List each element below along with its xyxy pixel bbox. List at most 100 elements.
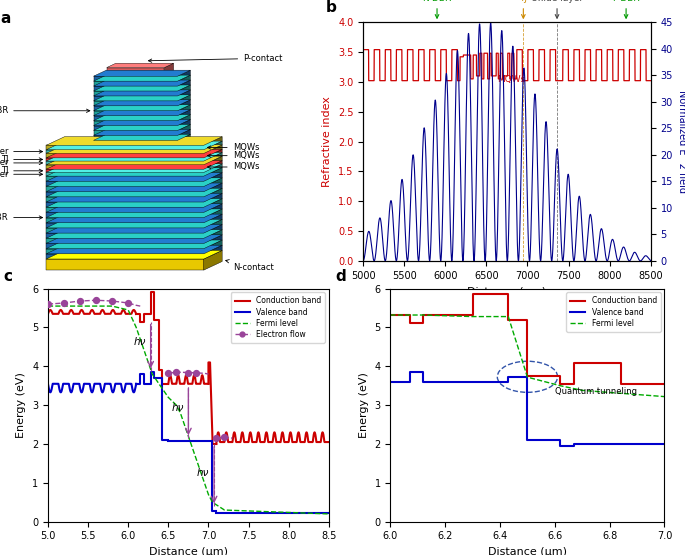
Text: Quantum tunneling: Quantum tunneling [555,387,637,396]
Polygon shape [46,178,222,186]
Polygon shape [46,186,204,191]
Polygon shape [46,249,204,254]
Text: a: a [1,11,11,26]
Polygon shape [204,141,222,153]
Polygon shape [46,161,204,165]
Polygon shape [46,202,204,207]
Point [58,299,69,307]
Polygon shape [46,219,222,228]
Polygon shape [204,160,222,173]
Polygon shape [204,209,222,223]
Polygon shape [204,188,222,202]
Polygon shape [46,173,222,181]
Polygon shape [93,91,177,96]
Polygon shape [46,259,204,270]
Polygon shape [46,153,204,158]
Polygon shape [93,120,177,125]
Polygon shape [46,245,222,254]
Point [107,296,118,305]
Polygon shape [204,173,222,186]
Polygon shape [204,168,222,181]
Polygon shape [177,70,190,81]
Polygon shape [46,204,222,213]
Polygon shape [46,150,204,153]
Polygon shape [204,204,222,218]
Polygon shape [46,193,222,202]
Polygon shape [93,70,190,76]
Polygon shape [177,124,190,135]
Text: c: c [3,269,12,284]
Polygon shape [46,214,222,223]
Polygon shape [93,105,190,111]
Polygon shape [177,134,190,145]
Polygon shape [46,223,204,228]
Polygon shape [46,209,222,218]
Polygon shape [204,219,222,233]
Polygon shape [177,129,190,140]
Polygon shape [46,169,204,173]
Y-axis label: Normalized E^2 field: Normalized E^2 field [677,90,685,193]
Polygon shape [46,149,222,158]
Polygon shape [93,100,190,106]
Polygon shape [46,168,222,176]
Polygon shape [93,76,177,81]
Polygon shape [93,106,177,111]
Polygon shape [46,153,222,161]
Polygon shape [93,140,177,145]
Text: P-DBR: P-DBR [612,0,640,18]
Polygon shape [204,183,222,197]
Text: TJ: TJ [519,0,527,18]
Polygon shape [46,165,204,169]
Polygon shape [204,240,222,254]
Polygon shape [164,63,173,76]
Polygon shape [46,160,222,169]
Polygon shape [93,125,177,130]
Point [90,296,101,305]
Text: d: d [336,269,347,284]
Polygon shape [177,80,190,91]
Polygon shape [46,183,222,191]
Y-axis label: Energy (eV): Energy (eV) [359,372,369,438]
Polygon shape [204,250,222,270]
Polygon shape [93,111,177,115]
Point [183,368,194,377]
Polygon shape [93,80,190,86]
Polygon shape [204,145,222,158]
Polygon shape [46,213,204,218]
Polygon shape [46,254,204,259]
Polygon shape [46,164,222,173]
Text: MQWs: MQWs [208,143,259,152]
Polygon shape [93,110,190,115]
Point [123,299,134,307]
Text: N-DBR: N-DBR [423,0,451,18]
Polygon shape [93,96,177,101]
Polygon shape [93,129,190,135]
X-axis label: Distance (μm): Distance (μm) [488,547,567,555]
X-axis label: Distance (nm): Distance (nm) [467,286,547,296]
Text: b: b [325,0,336,15]
Polygon shape [46,250,222,259]
Polygon shape [46,235,222,244]
Polygon shape [204,149,222,161]
Point [75,296,86,305]
Polygon shape [93,101,177,106]
Polygon shape [93,115,177,120]
Polygon shape [177,90,190,101]
Text: Oxide layer: Oxide layer [0,147,42,156]
Polygon shape [46,156,222,165]
Polygon shape [93,119,190,125]
Polygon shape [46,240,222,249]
Text: N-DBR: N-DBR [0,213,42,222]
Polygon shape [107,63,173,68]
Polygon shape [46,228,204,233]
Polygon shape [204,156,222,169]
Point [219,432,230,441]
Y-axis label: Energy (eV): Energy (eV) [16,372,27,438]
Polygon shape [93,81,177,86]
Point [42,300,53,309]
Polygon shape [46,207,204,213]
Polygon shape [46,145,204,150]
Polygon shape [204,245,222,259]
Text: MQWs: MQWs [208,151,259,160]
Polygon shape [204,235,222,249]
